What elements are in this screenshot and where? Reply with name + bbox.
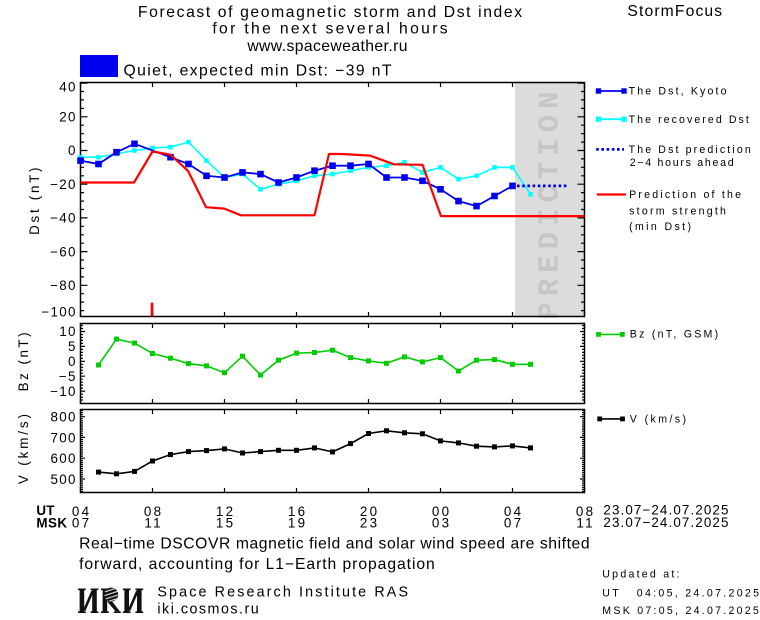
svg-text:04: 04 (72, 504, 92, 519)
svg-text:19: 19 (288, 516, 308, 531)
svg-text:600: 600 (51, 451, 77, 466)
svg-text:−100: −100 (41, 304, 76, 319)
svg-text:08: 08 (144, 504, 164, 519)
svg-text:2−4 hours ahead: 2−4 hours ahead (630, 157, 736, 169)
svg-text:23.07−24.07.2025: 23.07−24.07.2025 (603, 503, 729, 518)
svg-text:Forecast of geomagnetic storm: Forecast of geomagnetic storm and Dst in… (138, 4, 524, 21)
svg-text:−60: −60 (50, 244, 77, 259)
svg-text:Real−time DSCOVR magnetic fiel: Real−time DSCOVR magnetic field and sola… (79, 536, 590, 553)
svg-text:forward, accounting for L1−Ear: forward, accounting for L1−Earth propaga… (79, 556, 436, 573)
svg-text:(min Dst): (min Dst) (629, 221, 693, 233)
svg-text:23: 23 (360, 516, 380, 531)
svg-text:−40: −40 (50, 211, 77, 226)
svg-text:www.spaceweather.ru: www.spaceweather.ru (246, 38, 408, 55)
svg-text:07: 07 (504, 516, 524, 531)
svg-text:MSK: MSK (36, 516, 67, 531)
svg-text:The Dst prediction: The Dst prediction (629, 144, 753, 156)
svg-text:12: 12 (216, 504, 236, 519)
svg-text:11: 11 (144, 516, 163, 531)
svg-text:0: 0 (68, 143, 77, 158)
svg-text:MSK 07:05, 24.07.2025: MSK 07:05, 24.07.2025 (602, 605, 760, 617)
svg-text:15: 15 (216, 516, 236, 531)
svg-text:23.07−24.07.2025: 23.07−24.07.2025 (603, 515, 729, 530)
svg-text:The recovered Dst: The recovered Dst (629, 114, 751, 126)
svg-text:40: 40 (59, 80, 77, 95)
svg-text:0: 0 (68, 354, 77, 369)
svg-text:Prediction of the: Prediction of the (629, 189, 743, 201)
svg-text:20: 20 (360, 504, 380, 519)
svg-text:V (km/s): V (km/s) (630, 414, 689, 426)
svg-text:07: 07 (72, 516, 92, 531)
svg-text:StormFocus: StormFocus (627, 3, 723, 20)
svg-text:11: 11 (576, 516, 595, 531)
svg-text:UT 04:05, 24.07.2025: UT 04:05, 24.07.2025 (602, 587, 760, 599)
svg-text:03: 03 (432, 516, 452, 531)
svg-text:Bz (nT): Bz (nT) (16, 330, 31, 391)
svg-text:Updated at:: Updated at: (602, 568, 681, 580)
svg-text:iki.cosmos.ru: iki.cosmos.ru (157, 602, 260, 618)
svg-text:PREDICTION: PREDICTION (534, 85, 567, 319)
svg-text:for the next several hours: for the next several hours (212, 21, 450, 38)
svg-text:Quiet, expected min Dst: −39 n: Quiet, expected min Dst: −39 nT (124, 63, 393, 80)
svg-text:500: 500 (51, 472, 77, 487)
svg-text:UT: UT (36, 503, 55, 518)
svg-text:800: 800 (51, 410, 77, 425)
svg-text:00: 00 (432, 504, 452, 519)
svg-text:V (km/s): V (km/s) (16, 411, 31, 484)
svg-text:−80: −80 (50, 278, 77, 293)
svg-text:Space Research Institute RAS: Space Research Institute RAS (157, 584, 410, 600)
svg-text:10: 10 (59, 324, 77, 339)
svg-text:Dst (nT): Dst (nT) (27, 165, 42, 235)
svg-text:08: 08 (576, 504, 596, 519)
svg-text:Bz (nT, GSM): Bz (nT, GSM) (630, 328, 721, 340)
svg-text:20: 20 (59, 110, 77, 125)
svg-text:−5: −5 (59, 369, 77, 384)
svg-text:storm strength: storm strength (629, 206, 728, 218)
svg-text:−20: −20 (50, 177, 77, 192)
svg-text:The Dst, Kyoto: The Dst, Kyoto (629, 86, 729, 98)
svg-text:04: 04 (504, 504, 524, 519)
svg-text:−10: −10 (50, 384, 77, 399)
svg-text:16: 16 (288, 504, 308, 519)
svg-text:5: 5 (68, 339, 77, 354)
svg-text:700: 700 (51, 430, 77, 445)
